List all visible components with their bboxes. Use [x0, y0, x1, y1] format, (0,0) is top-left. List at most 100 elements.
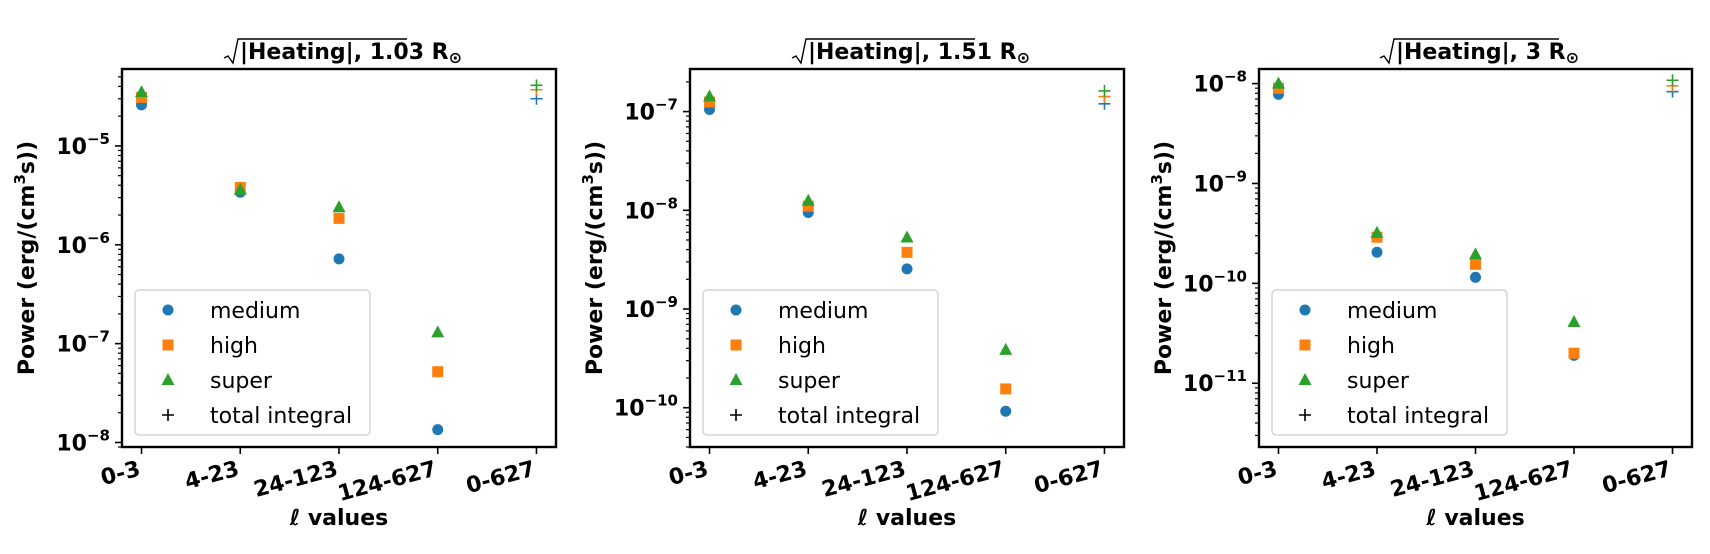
point-total-integral-3: [1666, 74, 1679, 87]
point-high: [136, 91, 148, 103]
legend-label: medium: [778, 299, 868, 324]
legend-box: [1271, 289, 1508, 436]
x-tick-label: 124-627: [903, 457, 1007, 507]
point-high: [802, 200, 814, 212]
legend-marker-medium: [1299, 304, 1311, 316]
legend-marker-super: [1298, 373, 1312, 385]
legend-label: medium: [1347, 299, 1437, 324]
legend-marker-total-integral: [730, 409, 742, 421]
point-medium: [432, 424, 444, 436]
x-tick-label: 4-23: [750, 457, 810, 495]
point-super: [1370, 225, 1384, 238]
y-tick-label-base: 10: [1193, 73, 1224, 98]
y-tick-label-exponent: −10: [1214, 267, 1247, 285]
y-tick-label-exponent: −8: [1224, 68, 1247, 86]
point-medium: [1371, 246, 1383, 258]
axes-frame: [688, 67, 1126, 449]
x-tick-label: 0-627: [1600, 457, 1674, 499]
legend-label: super: [778, 369, 841, 394]
legend-box: [702, 289, 939, 436]
x-axis-label-symbol: ℓ: [289, 506, 300, 531]
y-axis-label-superscript: 3: [579, 174, 597, 184]
y-tick-label-base: 10: [56, 135, 87, 160]
legend-label: total integral: [210, 404, 352, 429]
legend-marker-super: [729, 373, 743, 385]
legend-label: high: [778, 334, 826, 359]
y-tick-label: 10−10: [614, 392, 678, 422]
y-axis-label-superscript: 3: [1148, 174, 1166, 184]
point-super: [1271, 76, 1285, 89]
y-tick-label-base: 10: [56, 234, 87, 259]
x-tick-label: 4-23: [1319, 457, 1379, 495]
y-axis-label-end: s)): [15, 141, 40, 174]
y-tick-label-exponent: −10: [645, 392, 678, 410]
x-tick-label: 0-3: [98, 457, 143, 491]
y-axis-label: Power (erg/(cm3s)): [579, 141, 608, 375]
point-super: [332, 200, 346, 213]
point-super: [431, 325, 445, 338]
y-tick-label-base: 10: [1183, 372, 1214, 397]
y-tick-label-base: 10: [56, 431, 87, 456]
point-total-integral-3: [530, 79, 543, 92]
y-tick-label-exponent: −7: [87, 328, 110, 346]
axes-frame: [1257, 67, 1694, 449]
y-tick-label-base: 10: [624, 199, 655, 224]
point-high: [1000, 383, 1012, 395]
legend-marker-high: [1299, 339, 1311, 351]
point-high: [333, 212, 345, 224]
point-super: [135, 85, 149, 98]
point-high: [704, 96, 716, 108]
y-tick-label-exponent: −9: [1224, 167, 1247, 185]
y-axis-label-end: s)): [583, 141, 608, 174]
point-high: [1470, 258, 1481, 270]
y-tick-label-exponent: −11: [1214, 367, 1247, 385]
y-axis-label-end: s)): [1152, 141, 1177, 174]
panel-title-symbol: ⊙: [1017, 48, 1030, 67]
point-super: [703, 89, 717, 102]
point-super: [900, 230, 914, 243]
panel-title-symbol: ⊙: [449, 48, 462, 67]
y-tick-label-base: 10: [1193, 172, 1224, 197]
x-axis-label-symbol: ℓ: [857, 506, 868, 531]
y-tick-label: 10−9: [1193, 167, 1247, 197]
legend-marker-medium: [730, 304, 742, 316]
y-tick-label: 10−7: [56, 328, 110, 358]
point-super: [1469, 247, 1482, 260]
legend-label: super: [1347, 369, 1410, 394]
y-tick-label: 10−8: [624, 194, 678, 224]
y-tick-label-exponent: −6: [87, 229, 110, 247]
x-axis-label-text: values: [868, 506, 956, 531]
panel-title-text: |Heating|, 3 R: [1396, 40, 1566, 65]
y-tick-label-base: 10: [1183, 272, 1214, 297]
y-tick-label-exponent: −5: [87, 130, 110, 148]
y-tick-label: 10−10: [1183, 267, 1247, 297]
y-axis-label-text: Power (erg/(cm: [15, 185, 40, 376]
x-axis-label: ℓ values: [857, 506, 956, 531]
legend-marker-medium: [162, 304, 174, 316]
y-tick-label-exponent: −9: [655, 293, 678, 311]
point-total-integral-3: [1098, 84, 1111, 97]
x-axis-label: ℓ values: [1425, 506, 1524, 531]
x-tick-label: 124-627: [335, 457, 439, 507]
y-tick-label: 10−11: [1183, 367, 1247, 397]
y-tick-label-base: 10: [624, 298, 655, 323]
point-medium: [901, 263, 913, 275]
legend-marker-total-integral: [162, 409, 174, 421]
point-super: [999, 342, 1013, 355]
point-high: [1568, 347, 1580, 359]
point-high: [432, 366, 444, 378]
sqrt-symbol: [223, 38, 408, 65]
x-axis-label-symbol: ℓ: [1425, 506, 1436, 531]
y-axis-label-text: Power (erg/(cm: [1152, 185, 1177, 376]
y-axis-label-text: Power (erg/(cm: [583, 185, 608, 376]
legend-box: [134, 289, 371, 436]
y-tick-label-exponent: −8: [87, 426, 110, 444]
x-tick-label: 24-123: [819, 457, 908, 503]
panel-title: |Heating|, 3 R⊙: [1396, 40, 1579, 67]
y-tick-label: 10−8: [1193, 68, 1247, 98]
y-axis-label: Power (erg/(cm3s)): [11, 141, 40, 375]
point-super: [1567, 315, 1581, 328]
legend-marker-super: [161, 373, 175, 385]
